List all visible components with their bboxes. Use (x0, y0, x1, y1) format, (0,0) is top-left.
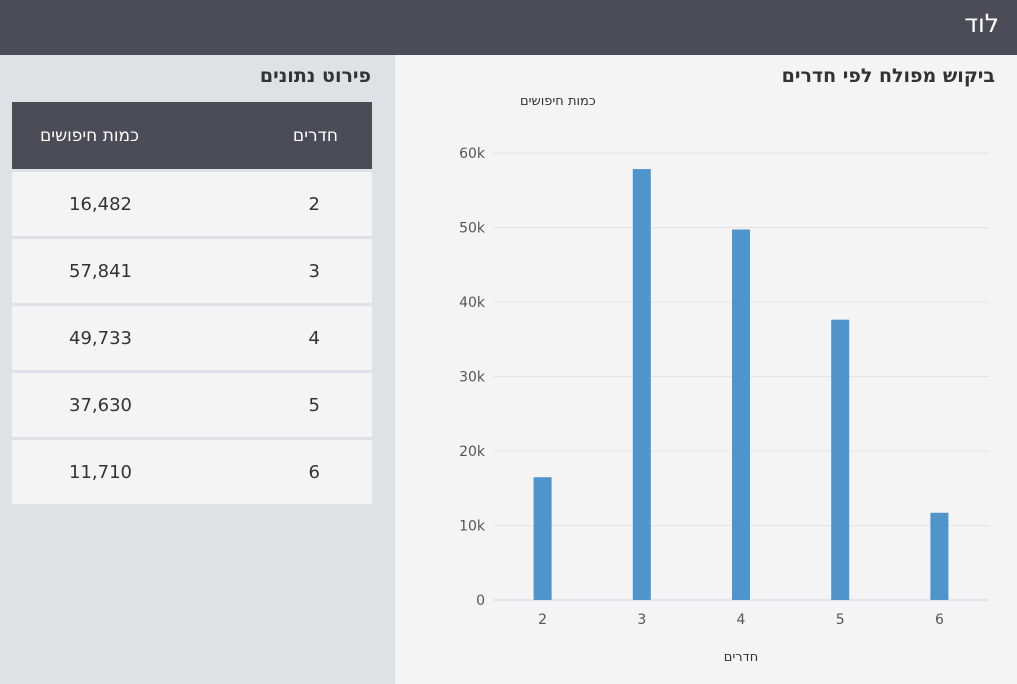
y-tick-label: 0 (476, 593, 485, 609)
y-tick-label: 30k (459, 370, 486, 386)
cell-rooms: 5 (248, 370, 372, 439)
header-bar: לוד (0, 0, 1017, 55)
x-tick-label: 4 (737, 612, 746, 628)
cell-rooms: 4 (248, 303, 372, 372)
x-axis-title: חדרים (724, 650, 758, 665)
data-breakdown-panel: פירוט נתונים חדרים כמות חיפושים 2 16,482… (0, 55, 395, 684)
chart-title: ביקוש מפולח לפי חדרים (781, 65, 995, 87)
y-axis-ticks: 0 10k 20k 30k 40k 50k 60k (459, 146, 486, 609)
table-row: 5 37,630 (12, 370, 372, 439)
y-tick-label: 10k (459, 519, 486, 535)
bar-rooms-3[interactable] (632, 169, 651, 601)
table-row: 3 57,841 (12, 236, 372, 305)
cell-search-count: 49,733 (12, 303, 248, 372)
x-axis-ticks: 2 3 4 5 6 (538, 612, 944, 628)
y-tick-label: 40k (459, 295, 486, 311)
chart-panel: ביקוש מפולח לפי חדרים כמות חיפושים חדרים… (395, 55, 1017, 684)
y-tick-label: 50k (459, 221, 486, 237)
cell-rooms: 2 (248, 169, 372, 238)
table-row: 2 16,482 (12, 169, 372, 238)
y-tick-label: 20k (459, 444, 486, 460)
cell-search-count: 16,482 (12, 169, 248, 238)
x-tick-label: 3 (637, 612, 646, 628)
table-header-row: חדרים כמות חיפושים (12, 102, 372, 171)
cell-search-count: 11,710 (12, 437, 248, 504)
x-tick-label: 2 (538, 612, 547, 628)
table-title: פירוט נתונים (259, 65, 371, 87)
bar-rooms-5[interactable] (831, 319, 850, 600)
data-table: חדרים כמות חיפושים 2 16,482 3 57,841 4 4… (12, 102, 372, 504)
bar-rooms-6[interactable] (930, 512, 949, 600)
bars (533, 169, 949, 601)
city-title: לוד (964, 9, 999, 38)
y-axis-title: כמות חיפושים (520, 94, 596, 109)
cell-rooms: 3 (248, 236, 372, 305)
bar-rooms-2[interactable] (533, 477, 552, 600)
table-row: 4 49,733 (12, 303, 372, 372)
cell-search-count: 37,630 (12, 370, 248, 439)
cell-rooms: 6 (248, 437, 372, 504)
bar-chart: כמות חיפושים חדרים 0 10k 20k 30k 40k 50k 60k 2… (459, 94, 989, 665)
bar-rooms-4[interactable] (732, 229, 750, 601)
cell-search-count: 57,841 (12, 236, 248, 305)
x-tick-label: 6 (935, 612, 944, 628)
y-tick-label: 60k (459, 146, 486, 162)
header-rooms: חדרים (248, 102, 372, 171)
table-row: 6 11,710 (12, 437, 372, 504)
header-search-count: כמות חיפושים (12, 102, 248, 171)
x-tick-label: 5 (836, 612, 845, 628)
